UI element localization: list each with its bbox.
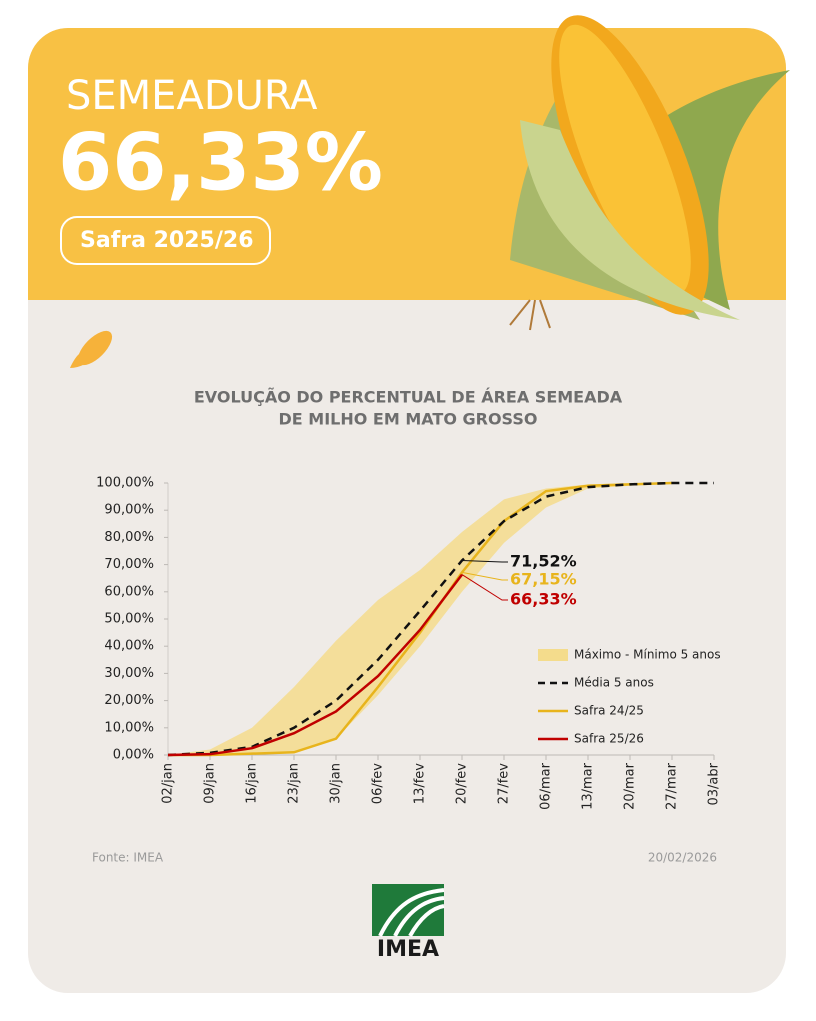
series-line bbox=[167, 481, 714, 757]
source: Fonte: IMEA bbox=[92, 851, 164, 865]
y-tick-label: 90,00% bbox=[104, 503, 154, 518]
y-tick-label: 80,00% bbox=[104, 530, 154, 545]
y-tick-label: 30,00% bbox=[104, 666, 154, 681]
season: Safra 2025/26 bbox=[80, 228, 254, 253]
x-tick-label: 06/mar bbox=[539, 762, 554, 810]
leader-line bbox=[461, 559, 508, 563]
range-band bbox=[168, 483, 672, 755]
x-tick-label: 13/fev bbox=[413, 763, 428, 804]
leader-line bbox=[461, 574, 508, 601]
corn-icon bbox=[70, 330, 113, 368]
y-tick-label: 40,00% bbox=[104, 639, 154, 654]
legend-label: Máximo - Mínimo 5 anos bbox=[574, 648, 721, 662]
corn-illustration bbox=[509, 15, 790, 331]
x-tick-label: 13/mar bbox=[581, 762, 596, 810]
x-tick-label: 20/mar bbox=[623, 762, 638, 810]
header-value: 66,33% bbox=[58, 118, 383, 208]
legend-swatch bbox=[538, 649, 568, 661]
season-pill bbox=[60, 216, 271, 265]
legend-label: Safra 24/25 bbox=[574, 704, 644, 718]
x-tick-label: 23/jan bbox=[287, 763, 302, 804]
x-tick-label: 27/fev bbox=[497, 763, 512, 804]
y-tick-label: 100,00% bbox=[96, 476, 154, 491]
x-tick-label: 16/jan bbox=[245, 763, 260, 804]
x-tick-label: 09/jan bbox=[203, 763, 218, 804]
logo bbox=[372, 884, 445, 937]
chart-title: DE MILHO EM MATO GROSSO bbox=[279, 410, 538, 429]
logo-text: IMEA bbox=[377, 937, 439, 962]
value-label: 66,33% bbox=[510, 590, 577, 609]
x-tick-label: 06/fev bbox=[371, 763, 386, 804]
x-tick-label: 03/abr bbox=[707, 762, 722, 805]
series-line bbox=[168, 481, 673, 757]
y-tick-label: 20,00% bbox=[104, 693, 154, 708]
x-tick-label: 30/jan bbox=[329, 763, 344, 804]
chart-title: EVOLUÇÃO DO PERCENTUAL DE ÁREA SEMEADA bbox=[194, 388, 623, 407]
y-tick-label: 0,00% bbox=[113, 748, 154, 763]
x-tick-label: 27/mar bbox=[665, 762, 680, 810]
y-tick-label: 60,00% bbox=[104, 584, 154, 599]
value-label: 71,52% bbox=[510, 552, 577, 571]
date: 20/02/2026 bbox=[648, 851, 717, 865]
header-label: SEMEADURA bbox=[66, 73, 318, 119]
y-tick-label: 10,00% bbox=[104, 720, 154, 735]
value-label: 67,15% bbox=[510, 570, 577, 589]
legend-label: Safra 25/26 bbox=[574, 732, 644, 746]
x-tick-label: 20/fev bbox=[455, 763, 470, 804]
y-tick-label: 50,00% bbox=[104, 612, 154, 627]
x-tick-label: 02/jan bbox=[161, 763, 176, 804]
legend-label: Média 5 anos bbox=[574, 676, 654, 690]
y-tick-label: 70,00% bbox=[104, 557, 154, 572]
series-line bbox=[167, 573, 463, 757]
leader-line bbox=[461, 571, 508, 581]
